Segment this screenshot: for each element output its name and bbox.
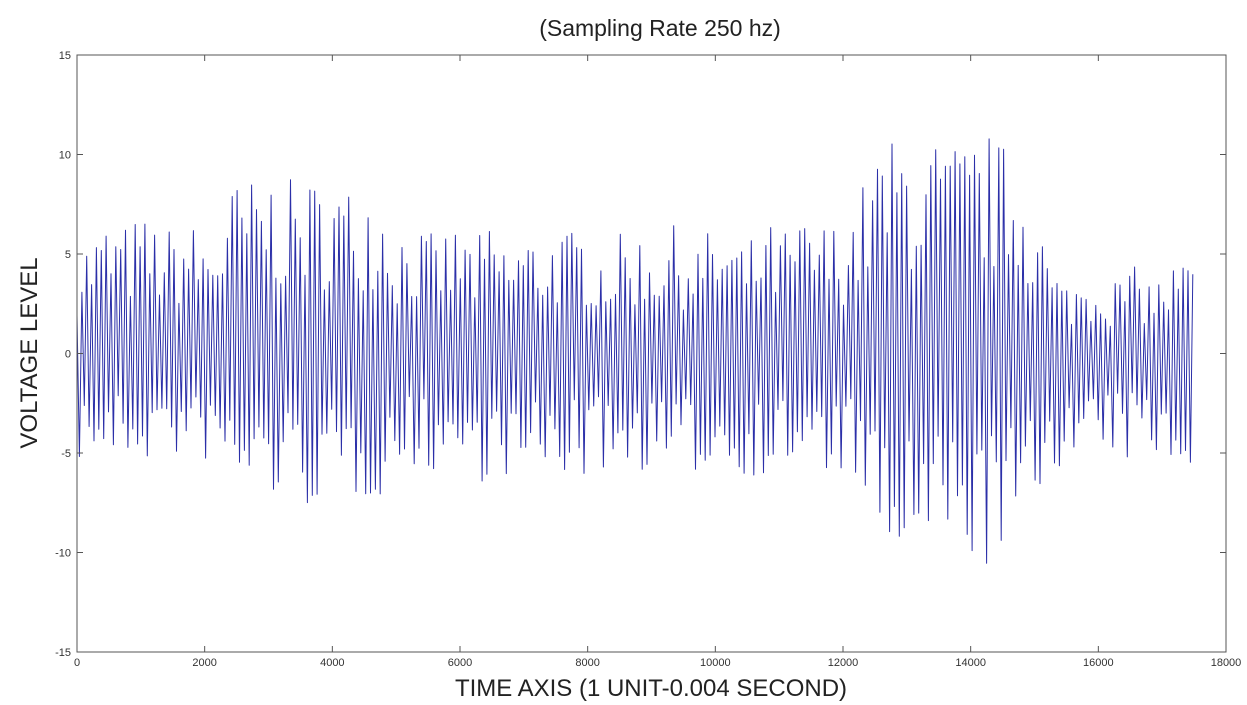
- plot-area: 0 2000 4000 6000 8000 10000 12000 14000 16000 180…: [55, 50, 1241, 669]
- chart-title: (Sampling Rate 250 hz): [539, 15, 781, 41]
- x-tick-label: 16000: [1083, 657, 1114, 669]
- x-axis-label: TIME AXIS (1 UNIT-0.004 SECOND): [455, 675, 847, 702]
- y-tick-label: 0: [65, 349, 71, 361]
- x-tick-label: 0: [74, 657, 80, 669]
- y-tick-label: -15: [55, 647, 71, 659]
- x-tick-label: 6000: [448, 657, 472, 669]
- x-axis-ticks: 0 2000 4000 6000 8000 10000 12000 14000 16000 180…: [74, 55, 1241, 669]
- y-axis-label: VOLTAGE LEVEL: [16, 257, 43, 448]
- x-tick-label: 4000: [320, 657, 344, 669]
- plot-frame: [76, 54, 1227, 653]
- x-tick-label: 12000: [828, 657, 859, 669]
- y-tick-label: 15: [59, 50, 71, 62]
- y-tick-label: 5: [65, 249, 71, 261]
- x-tick-label: 10000: [700, 657, 731, 669]
- x-tick-label: 8000: [575, 657, 599, 669]
- x-tick-label: 2000: [192, 657, 216, 669]
- y-tick-label: 10: [59, 150, 71, 162]
- voltage-series-line: [77, 138, 1194, 564]
- y-tick-label: -5: [61, 448, 71, 460]
- y-tick-label: -10: [55, 548, 71, 560]
- x-tick-label: 14000: [955, 657, 986, 669]
- y-axis-ticks: -15 -10 -5 0 5 10 15: [55, 50, 1226, 659]
- voltage-signal-trace: [77, 138, 1194, 564]
- x-tick-label: 18000: [1211, 657, 1242, 669]
